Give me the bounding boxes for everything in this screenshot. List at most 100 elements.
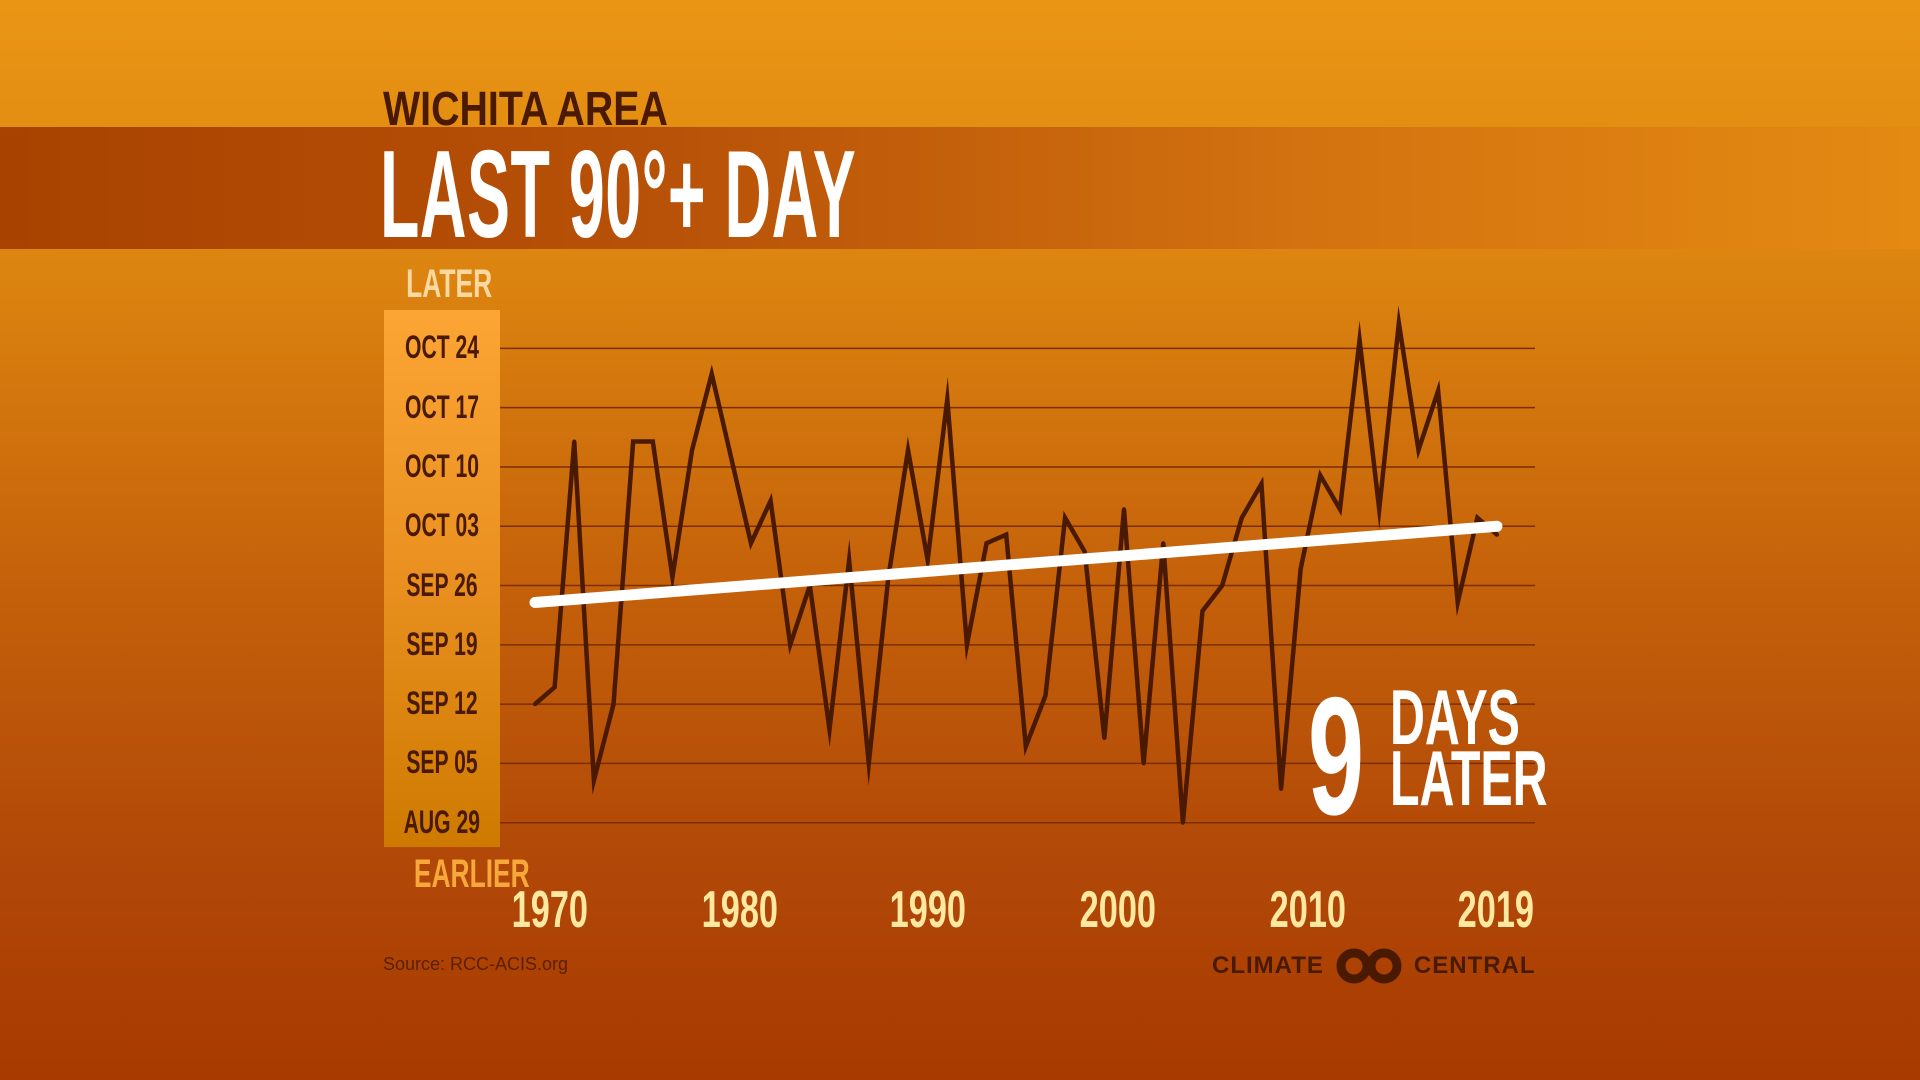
y-tick-text: SEP 05: [406, 744, 478, 781]
data-point-1997: [1063, 515, 1068, 520]
data-point-2005: [1220, 583, 1225, 588]
y-tick-text: OCT 10: [405, 447, 479, 484]
y-tick-text: OCT 03: [405, 507, 479, 544]
data-point-1971: [552, 685, 557, 690]
data-point-2008: [1279, 786, 1284, 791]
x-tick-label: 2000: [1048, 880, 1188, 940]
y-tick-label: SEP 05: [384, 744, 500, 781]
data-point-1992: [964, 642, 969, 647]
climate-central-logo: CLIMATE CENTRAL: [1212, 948, 1536, 984]
x-tick-label: 1970: [480, 880, 620, 940]
data-point-2012: [1357, 337, 1362, 342]
data-point-1977: [670, 575, 675, 580]
data-point-1991: [945, 397, 950, 402]
data-point-1990: [925, 558, 930, 563]
y-axis-earlier-label: EARLIER: [384, 852, 530, 897]
y-axis-panel: [384, 310, 500, 847]
data-point-2014: [1396, 320, 1401, 325]
x-tick-label: 1990: [858, 880, 998, 940]
data-point-2007: [1259, 481, 1264, 486]
later-text: LATER: [406, 262, 493, 306]
data-point-1986: [847, 558, 852, 563]
data-point-2011: [1337, 507, 1342, 512]
data-point-2016: [1436, 388, 1441, 393]
data-point-1972: [572, 439, 577, 444]
data-point-2015: [1416, 448, 1421, 453]
x-tick-label: 1980: [670, 880, 810, 940]
series-line: [533, 305, 1499, 823]
y-tick-label: OCT 24: [384, 329, 500, 366]
data-point-2019: [1495, 532, 1500, 537]
data-point-1989: [906, 448, 911, 453]
data-point-1976: [650, 439, 655, 444]
data-point-2001: [1141, 761, 1146, 766]
data-point-1987: [866, 761, 871, 766]
data-point-2017: [1455, 600, 1460, 605]
logo-rings-icon: [1336, 948, 1402, 984]
data-point-2000: [1121, 507, 1126, 512]
data-point-1978: [690, 448, 695, 453]
y-axis-later-label: LATER: [384, 262, 500, 307]
data-point-1973: [591, 778, 596, 783]
data-point-1995: [1023, 744, 1028, 749]
data-point-1996: [1043, 693, 1048, 698]
data-point-2002: [1161, 541, 1166, 546]
data-point-2013: [1377, 507, 1382, 512]
x-tick-text: 2019: [1457, 881, 1535, 939]
y-tick-text: AUG 29: [403, 803, 481, 840]
data-point-1982: [768, 498, 773, 503]
x-tick-text: 1990: [889, 881, 967, 939]
y-tick-label: OCT 10: [384, 448, 500, 485]
data-point-1999: [1102, 736, 1107, 740]
data-point-1981: [748, 541, 753, 546]
y-tick-label: OCT 17: [384, 389, 500, 426]
y-tick-label: AUG 29: [384, 804, 500, 841]
y-tick-text: OCT 24: [405, 329, 479, 366]
data-point-1994: [1004, 532, 1009, 537]
data-point-1970: [533, 702, 537, 707]
x-tick-text: 1970: [511, 881, 589, 939]
data-point-2004: [1200, 608, 1205, 613]
data-point-2018: [1475, 515, 1480, 520]
x-tick-label: 2019: [1426, 880, 1566, 940]
data-point-2006: [1239, 515, 1244, 520]
y-tick-text: OCT 17: [405, 388, 479, 425]
data-point-1979: [709, 371, 714, 376]
data-point-1980: [729, 456, 734, 461]
x-tick-text: 2010: [1269, 881, 1347, 939]
y-tick-text: SEP 26: [406, 566, 478, 603]
data-point-1974: [611, 702, 616, 707]
earlier-text: EARLIER: [413, 852, 530, 896]
logo-text-left: CLIMATE: [1212, 952, 1324, 979]
y-tick-label: SEP 19: [384, 626, 500, 663]
callout-days: DAYS: [1390, 673, 1520, 761]
chart-title: LAST 90°+ DAY: [380, 126, 857, 264]
y-tick-label: SEP 12: [384, 685, 500, 722]
data-point-2003: [1180, 820, 1185, 825]
data-point-2009: [1298, 566, 1303, 571]
y-tick-text: SEP 12: [406, 685, 478, 722]
chart-subtitle: WICHITA AREA: [383, 83, 668, 136]
data-point-1998: [1082, 549, 1087, 554]
gridlines: [500, 347, 1535, 824]
callout-number: 9: [1308, 662, 1365, 850]
trend-line: [529, 520, 1503, 608]
source-text: Source: RCC-ACIS.org: [383, 954, 569, 974]
data-point-1975: [631, 439, 636, 444]
y-tick-label: SEP 26: [384, 567, 500, 604]
y-tick-label: OCT 03: [384, 507, 500, 544]
trend-group: [529, 520, 1503, 608]
callout-later: LATER: [1390, 734, 1548, 822]
data-point-1983: [788, 642, 793, 647]
data-point-2010: [1318, 473, 1323, 478]
title-band: [0, 127, 1920, 249]
series-group: [533, 305, 1500, 825]
x-tick-label: 2010: [1238, 880, 1378, 940]
x-tick-text: 2000: [1079, 881, 1157, 939]
data-point-1985: [827, 727, 832, 732]
y-tick-text: SEP 19: [406, 625, 478, 662]
x-tick-text: 1980: [701, 881, 779, 939]
logo-text-right: CENTRAL: [1413, 952, 1536, 979]
data-point-1993: [984, 541, 989, 546]
